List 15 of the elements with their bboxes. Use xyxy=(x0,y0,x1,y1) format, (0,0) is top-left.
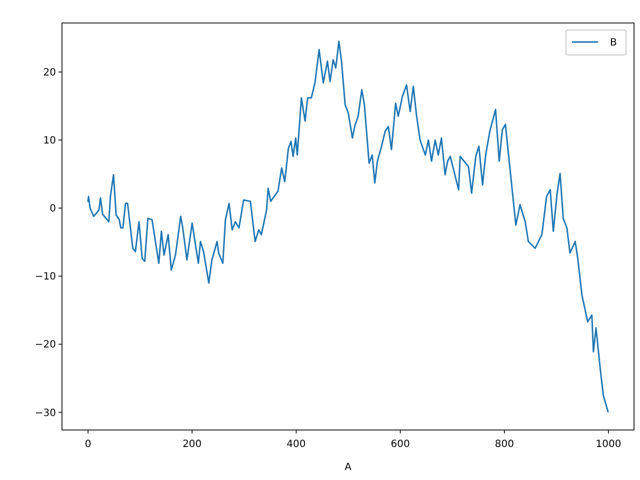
x-tick-label: 1000 xyxy=(596,439,622,450)
line-series xyxy=(87,40,609,412)
x-tick-label: 200 xyxy=(182,439,202,450)
y-tick-label: −30 xyxy=(34,408,56,419)
x-tick-label: 800 xyxy=(494,439,514,450)
y-tick-label: 0 xyxy=(50,204,56,215)
y-tick-label: −10 xyxy=(34,272,56,283)
x-tick-label: 600 xyxy=(390,439,410,450)
x-tick-label: 400 xyxy=(286,439,306,450)
y-tick-label: 10 xyxy=(43,136,56,147)
x-tick-label: 0 xyxy=(84,439,92,450)
legend-label: B xyxy=(610,38,617,48)
y-tick-label: 20 xyxy=(43,68,56,79)
y-tick-label: −20 xyxy=(34,340,56,351)
x-axis-title: A xyxy=(344,462,352,473)
